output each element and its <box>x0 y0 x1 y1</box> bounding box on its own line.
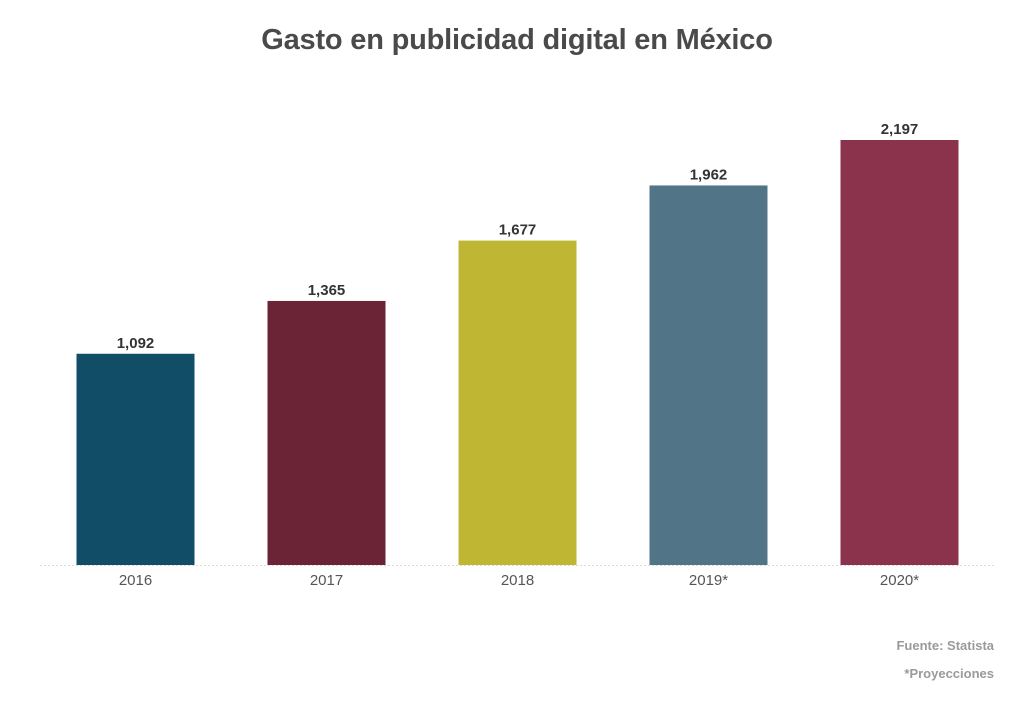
value-labels-group: 1,092 1,365 1,677 1,962 2,197 <box>117 121 919 352</box>
value-label-2018: 1,677 <box>499 222 537 239</box>
x-tick-label-2018: 2018 <box>501 572 534 589</box>
bars-group <box>76 140 959 565</box>
value-label-2016: 1,092 <box>117 335 155 352</box>
value-label-2019: 1,962 <box>690 166 728 183</box>
chart-title: Gasto en publicidad digital en México <box>261 24 773 56</box>
bar-2020 <box>840 140 959 565</box>
bar-2018 <box>458 240 577 565</box>
x-tick-label-2016: 2016 <box>119 572 152 589</box>
bar-2017 <box>267 300 386 565</box>
bar-2019 <box>649 185 768 565</box>
source-note: Fuente: Statista <box>896 638 994 653</box>
bar-2016 <box>76 353 195 565</box>
x-tick-labels-group: 2016 2017 2018 2019* 2020* <box>119 572 919 589</box>
projection-note: *Proyecciones <box>904 666 994 681</box>
value-label-2017: 1,365 <box>308 282 346 299</box>
x-tick-label-2017: 2017 <box>310 572 343 589</box>
value-label-2020: 2,197 <box>881 121 919 138</box>
x-tick-label-2020: 2020* <box>880 572 919 589</box>
x-tick-label-2019: 2019* <box>689 572 728 589</box>
